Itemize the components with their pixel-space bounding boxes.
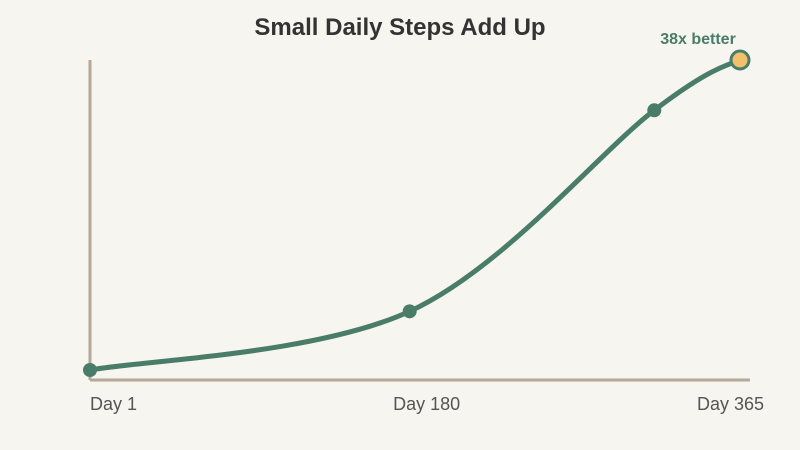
x-tick-label: Day 1 [90, 394, 137, 414]
data-point [402, 304, 417, 319]
data-point [83, 363, 97, 377]
data-point [647, 103, 662, 118]
x-tick-labels: Day 1 Day 180 Day 365 [90, 394, 764, 414]
chart-title: Small Daily Steps Add Up [254, 14, 545, 41]
data-points [83, 49, 751, 377]
annotation-label: 38x better [660, 31, 736, 48]
x-tick-label: Day 180 [393, 394, 460, 414]
highlight-point [729, 49, 751, 71]
x-tick-label: Day 365 [697, 394, 764, 414]
growth-curve [87, 57, 743, 373]
